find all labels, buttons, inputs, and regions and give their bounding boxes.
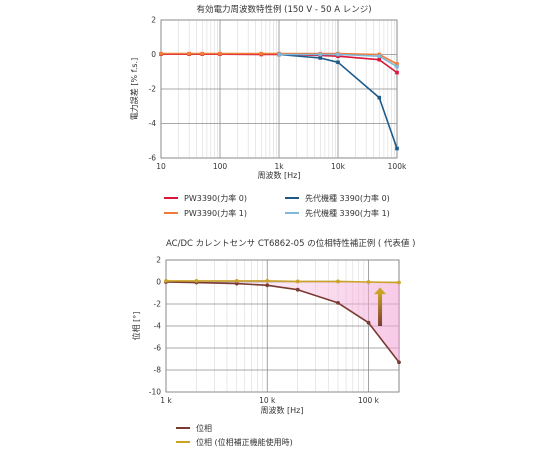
chart1-series (159, 51, 399, 151)
data-point (164, 279, 168, 283)
chart2-x-axis-label: 周波数 [Hz] (261, 405, 304, 415)
legend-label: PW3390(力率 1) (184, 208, 247, 218)
data-point (377, 54, 382, 59)
data-point (395, 62, 399, 66)
correction-arrow-head (374, 287, 387, 295)
data-point (366, 320, 371, 325)
legend-label: 先代機種 3390(力率 1) (305, 208, 390, 218)
data-point (265, 279, 270, 283)
chart1-legend: PW3390(力率 0) PW3390(力率 1) 先代機種 3390(力率 0) 先… (164, 193, 390, 218)
chart2-title: AC/DC カレントセンサ CT6862-05 の位相特性補正例 ( 代表値 ) (166, 238, 415, 249)
chart2-series (164, 279, 401, 365)
y-tick-label: -4 (154, 322, 162, 331)
y-tick-label: -6 (154, 344, 162, 353)
data-point (395, 64, 399, 69)
data-point (397, 360, 401, 365)
chart1-y-axis-label: 電力誤差 [% f.s.] (129, 58, 139, 120)
data-point (265, 283, 270, 288)
data-point (234, 281, 239, 286)
chart-power-frequency: 有効電力周波数特性例 (150 V - 50 A レンジ) 10 100 1k 10k… (129, 4, 407, 218)
data-point (377, 57, 382, 62)
y-tick-label: 0 (156, 278, 161, 287)
series-line (161, 52, 398, 65)
data-point (395, 70, 399, 75)
y-tick-label: -2 (154, 300, 162, 309)
chart1-grid (160, 19, 398, 159)
x-tick-label: 10 k (259, 396, 276, 405)
data-point (277, 52, 281, 57)
data-point (397, 280, 401, 285)
series-line (166, 280, 400, 284)
x-tick-label: 1 k (160, 396, 172, 405)
chart1-title: 有効電力周波数特性例 (150 V - 50 A レンジ) (196, 4, 371, 15)
chart1-tick-labels: 10 100 1k 10k 100k 2 0 -2 -4 -6 (149, 16, 407, 172)
data-point (159, 51, 163, 56)
x-tick-label: 1k (274, 162, 284, 171)
data-point (295, 287, 300, 292)
x-tick-label: 10 (156, 162, 166, 171)
x-tick-label: 100 (213, 162, 228, 171)
chart2-tick-labels: 1 k 10 k 100 k 2 0 -2 -4 -6 -8 -10 (149, 256, 380, 406)
chart2-y-axis-label: 位相 [°] (131, 312, 141, 341)
y-tick-label: -2 (149, 85, 157, 94)
y-tick-label: -10 (149, 388, 161, 397)
correction-shaded-region (166, 280, 399, 363)
y-tick-label: 2 (156, 256, 161, 265)
legend-label: PW3390(力率 0) (184, 193, 247, 203)
series-line (165, 281, 400, 363)
legend-label: 位相 (196, 423, 212, 433)
data-point (366, 280, 371, 284)
data-point (377, 95, 382, 100)
data-point (234, 279, 239, 283)
data-point (295, 279, 300, 284)
y-tick-label: -4 (149, 119, 157, 128)
chart1-x-axis-label: 周波数 [Hz] (258, 170, 301, 180)
legend-label: 位相 (位相補正機能使用時) (196, 437, 293, 447)
data-point (318, 52, 323, 57)
correction-arrow-shaft (378, 291, 383, 326)
data-point (194, 279, 199, 283)
chart-phase-correction: AC/DC カレントセンサ CT6862-05 の位相特性補正例 ( 代表値 )… (131, 238, 415, 447)
data-point (336, 52, 340, 57)
data-point (336, 279, 340, 284)
data-point (336, 301, 340, 305)
legend-label: 先代機種 3390(力率 0) (305, 193, 390, 203)
data-point (200, 51, 205, 56)
x-tick-label: 100 k (358, 396, 380, 405)
data-point (259, 51, 264, 56)
x-tick-label: 100k (388, 162, 407, 171)
data-point (336, 60, 340, 65)
y-tick-label: -6 (149, 154, 157, 163)
y-tick-label: -8 (154, 366, 162, 375)
data-point (395, 146, 399, 151)
data-point (187, 51, 191, 56)
x-tick-label: 10k (331, 162, 346, 171)
y-tick-label: 2 (151, 16, 156, 25)
y-tick-label: 0 (151, 50, 156, 59)
data-point (318, 56, 323, 60)
data-point (218, 51, 222, 56)
